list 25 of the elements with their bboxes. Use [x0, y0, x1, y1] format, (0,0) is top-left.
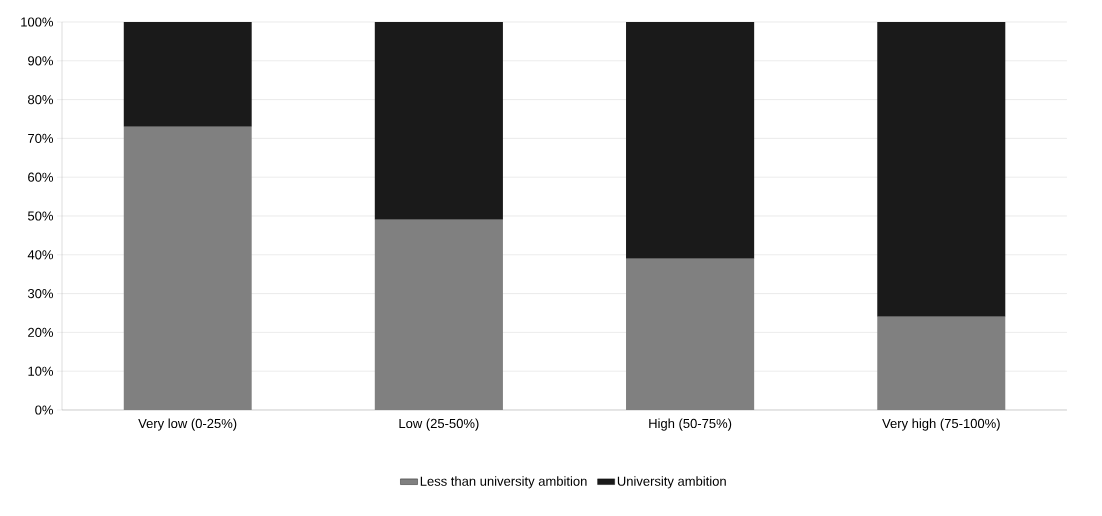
- bar: [374, 22, 503, 220]
- bar: [626, 22, 755, 259]
- bar: [877, 22, 1006, 317]
- x-tick-label: High (50-75%): [649, 418, 732, 431]
- bar: [123, 126, 252, 410]
- y-tick-label: 60%: [28, 172, 54, 182]
- y-tick-label: 40%: [27, 250, 54, 260]
- y-tick-label: 50%: [27, 211, 54, 221]
- y-tick-label: 80%: [28, 94, 54, 105]
- bar: [877, 316, 1006, 410]
- legend-label: Less than university ambition: [420, 476, 587, 489]
- bar: [123, 22, 252, 127]
- y-tick-label: 100%: [21, 17, 54, 27]
- y-tick-label: 20%: [28, 327, 54, 337]
- bar: [374, 219, 503, 410]
- y-tick-label: 70%: [28, 133, 54, 143]
- y-tick-label: 30%: [27, 288, 54, 299]
- y-tick-label: 10%: [28, 366, 54, 376]
- x-tick-label: Very high (75-100%): [882, 418, 1000, 431]
- x-tick-label: Low (25-50%): [399, 418, 479, 431]
- legend-label: University ambition: [617, 476, 726, 489]
- x-tick-label: Very low (0-25%): [138, 418, 237, 431]
- y-tick-label: 0%: [35, 405, 54, 415]
- bar: [626, 258, 755, 410]
- y-tick-label: 90%: [28, 56, 54, 66]
